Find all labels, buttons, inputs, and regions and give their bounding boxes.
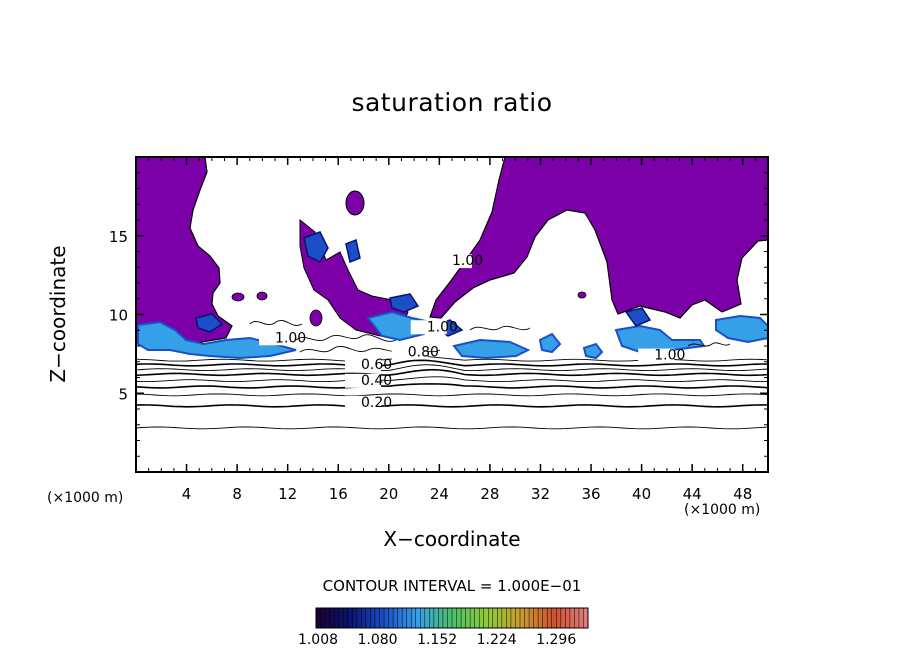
contour-label: 0.20 [361,395,392,411]
patch [345,238,361,264]
x-tick-label: 4 [182,485,192,503]
contour-line [136,359,768,367]
contour-line [136,364,768,372]
supersaturated-region [136,157,768,345]
colorbar: 1.008 1.080 1.152 1.224 1.296 [298,607,589,648]
x-tick-label: 48 [733,485,752,503]
cloud-blob [231,292,245,302]
patch [538,332,562,354]
x-ticks: 4 8 12 16 20 24 28 32 36 40 44 48 [148,157,756,503]
contour-label-bg [391,345,428,360]
contour-line [136,393,768,397]
patch [195,313,224,333]
colorbar-tick-label: 1.152 [417,632,457,648]
x-axis-label: X−coordinate [0,527,904,551]
x-tick-label: 32 [531,485,550,503]
contour-labels: 0.20 0.400.60 0.80 1.00 1.00 1.00 1.00 [259,253,685,411]
x-axis-label-text: X−coordinate [383,527,521,551]
x-tick-label: 24 [430,485,449,503]
high-value-patches [137,231,768,360]
x-tick-label: 8 [232,485,242,503]
y-tick-label: 5 [118,385,128,403]
x-tick-label: 20 [379,485,398,503]
z-unit-label: (×1000 m) [47,490,124,506]
y-tick-label: 15 [109,228,128,246]
x-tick-label: 40 [632,485,651,503]
contour-line [136,376,768,383]
turbulent-contour [469,325,531,331]
patch [582,342,604,360]
contour-label-bg [410,320,447,335]
x-tick-label: 28 [480,485,499,503]
contour-line [136,368,768,377]
turbulent-contour [687,342,731,347]
contour-line [136,426,768,430]
colorbar-tick-label: 1.224 [477,632,517,648]
patch [715,314,768,344]
x-tick-label: 12 [278,485,297,503]
cloud-blob [577,291,587,299]
contour-label: 0.40 [361,373,392,389]
contour-label-bg [638,348,675,363]
patch [389,293,420,313]
cloud-blob [256,291,268,301]
contour-line [136,404,768,408]
patch [452,338,531,360]
contour-label-bg [344,358,381,373]
contour-label-bg [344,395,381,410]
contour-label: 1.00 [452,253,483,269]
cloud-blob [309,309,323,327]
patch [303,231,329,263]
contour-interval-label: CONTOUR INTERVAL = 1.000E−01 [322,577,582,595]
colorbar-tick-label: 1.296 [536,632,576,648]
contour-line [136,383,768,389]
colorbar-tick-label: 1.080 [358,632,398,648]
contour-label-bg [259,331,296,346]
contour-label: 1.00 [275,330,306,346]
cloud-region-left [136,157,233,345]
x-tick-label: 36 [581,485,600,503]
contour-label: 0.80 [408,344,439,360]
x-unit-label: (×1000 m) [684,502,761,518]
y-tick-label: 10 [109,307,128,325]
patch [614,324,706,354]
patch [137,320,297,360]
colorbar-tick-label: 1.008 [298,632,338,648]
y-ticks: 5 10 15 [109,172,768,457]
contour-lines [136,355,768,430]
contour-label-bg [344,373,381,388]
contour-label: 0.60 [361,357,392,373]
patch [624,307,652,327]
contour-label: 1.00 [654,348,685,364]
turbulent-contour [295,334,397,342]
turbulent-contour [249,320,303,326]
x-tick-label: 44 [683,485,702,503]
contour-label-bg [436,254,472,269]
plot-area [136,157,768,430]
x-tick-label: 16 [329,485,348,503]
contour-label: 1.00 [427,319,458,335]
cloud-region-right [429,157,768,319]
cloud-blob-top [345,190,365,216]
chart-title: saturation ratio [351,88,553,117]
